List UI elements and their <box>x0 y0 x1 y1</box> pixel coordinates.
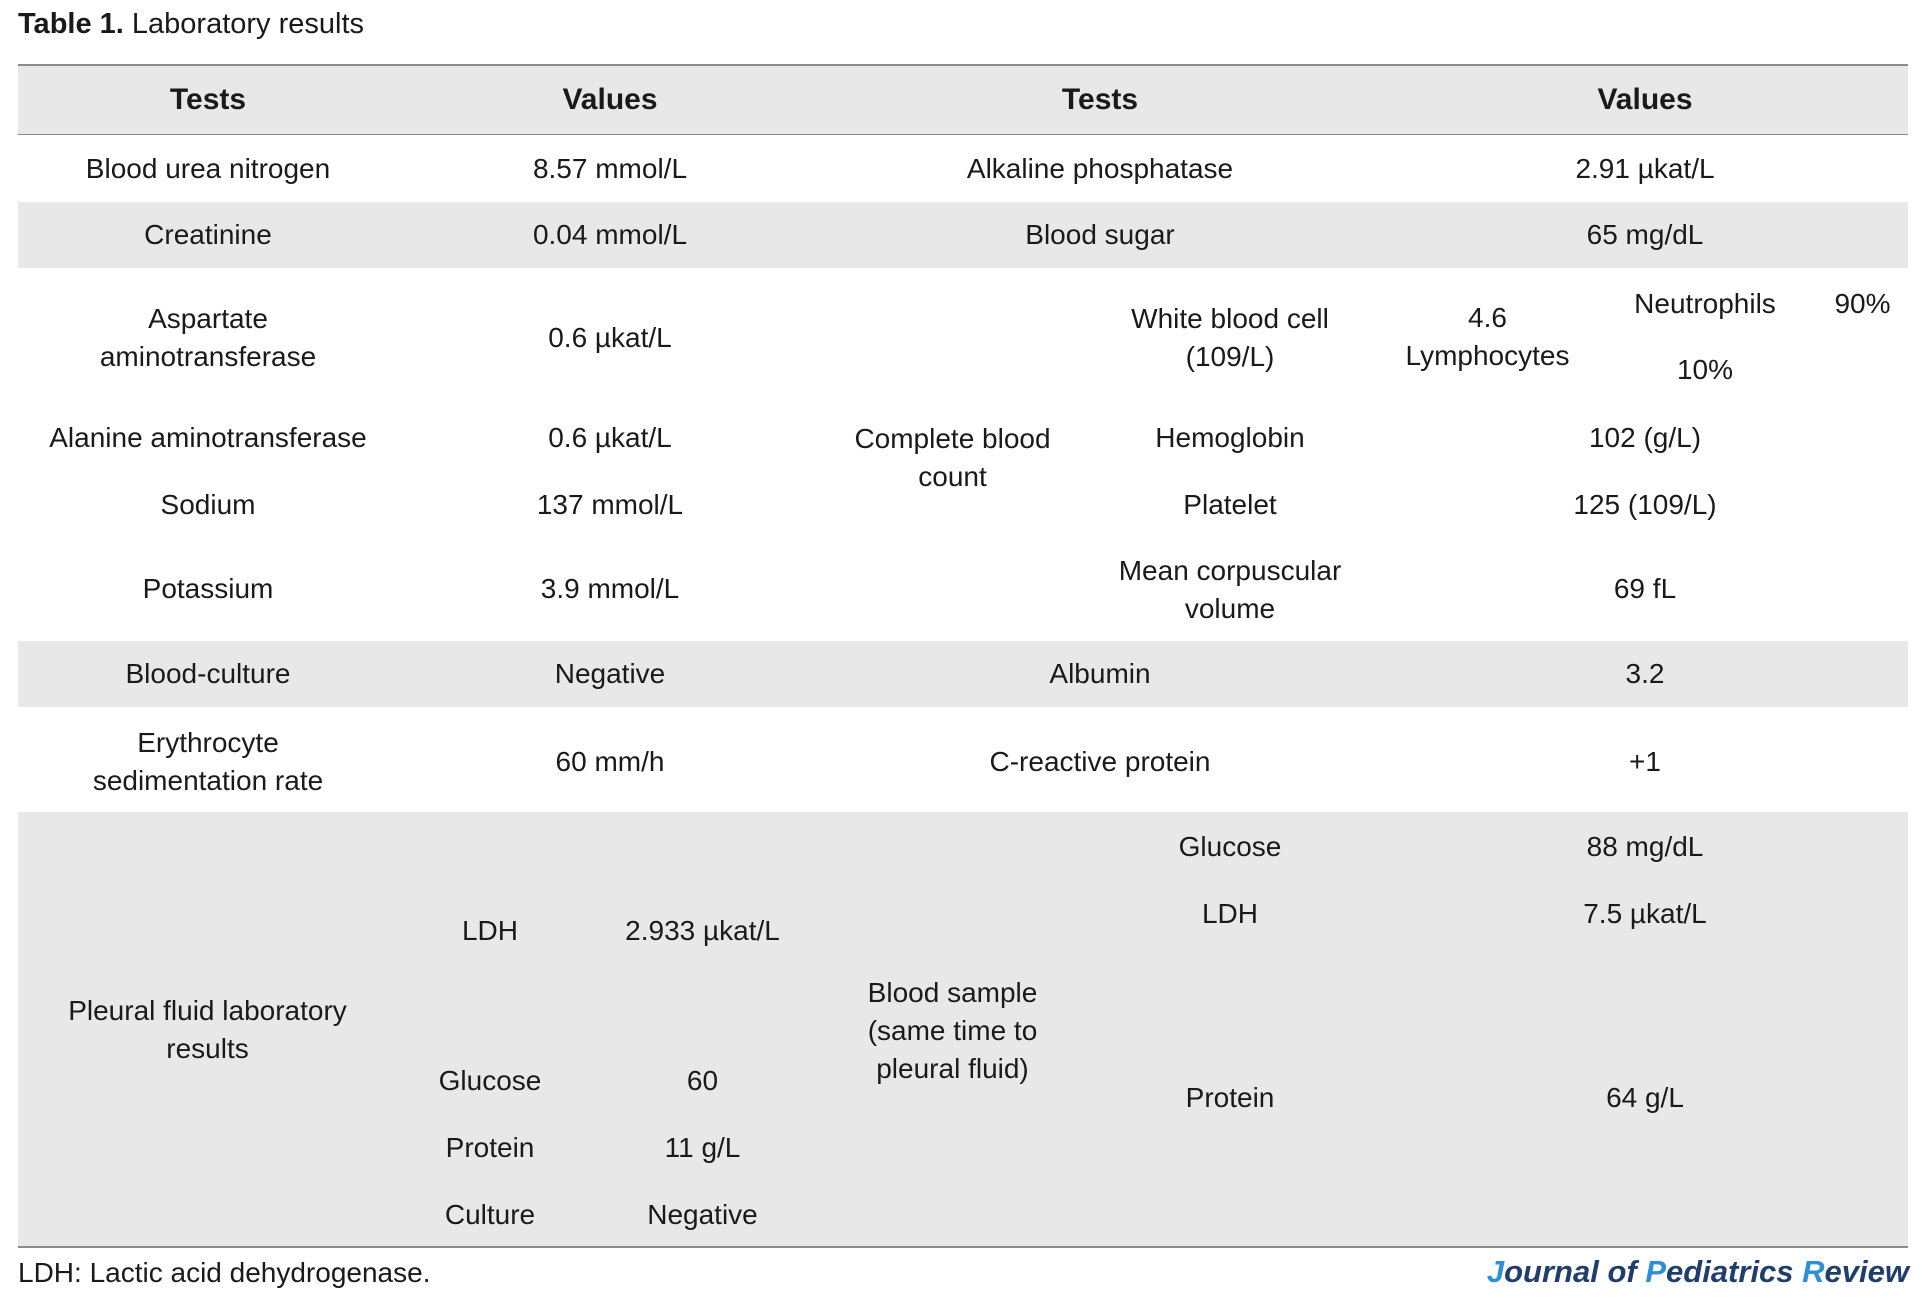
value-mean-corpuscular-volume: 69 fL <box>1613 573 1677 604</box>
test-blood-sugar: Blood sugar <box>1025 219 1175 250</box>
test-c-reactive-protein: C-reactive protein <box>989 746 1211 777</box>
value-white-blood-cell: 4.6 <box>1468 302 1507 333</box>
value-neutrophils: 90% <box>1834 288 1891 319</box>
test-alkaline-phosphatase: Alkaline phosphatase <box>966 153 1234 184</box>
header-band <box>18 66 1908 134</box>
test-white-blood-cell: White blood cell (109/L) <box>1131 303 1329 372</box>
pleural-ldh-value: 2.933 µkat/L <box>625 915 780 946</box>
value-albumin: 3.2 <box>1625 658 1665 689</box>
label-lymphocytes: Lymphocytes <box>1405 340 1570 371</box>
header-values-right: Values <box>1597 83 1693 116</box>
group-pleural-fluid: Pleural fluid laboratory results <box>68 995 347 1064</box>
header-values-left: Values <box>562 83 658 116</box>
pleural-culture-label: Culture <box>444 1199 536 1230</box>
blood-protein-value: 64 g/L <box>1606 1082 1684 1113</box>
table-footnote: LDH: Lactic acid dehydrogenase. <box>18 1257 431 1288</box>
blood-glucose-value: 88 mg/dL <box>1586 831 1704 862</box>
pleural-ldh-label: LDH <box>461 915 518 946</box>
value-erythrocyte-sedimentation-rate: 60 mm/h <box>555 746 665 777</box>
table-title: Laboratory results <box>131 8 365 40</box>
table-number: Table 1. <box>18 8 124 40</box>
test-potassium: Potassium <box>142 573 274 604</box>
label-neutrophils: Neutrophils <box>1634 288 1776 319</box>
row-band-creatinine <box>18 202 1908 268</box>
blood-glucose-label: Glucose <box>1178 831 1282 862</box>
table-caption: Table 1. Laboratory results <box>18 6 364 42</box>
test-erythrocyte-sedimentation-rate: Erythrocyte sedimentation rate <box>92 727 324 796</box>
value-potassium: 3.9 mmol/L <box>540 573 680 604</box>
test-alanine-aminotransferase: Alanine aminotransferase <box>49 422 367 453</box>
value-alkaline-phosphatase: 2.91 µkat/L <box>1575 153 1715 184</box>
pleural-protein-value: 11 g/L <box>664 1132 741 1163</box>
test-platelet: Platelet <box>1183 489 1277 520</box>
row-band-culture <box>18 641 1908 707</box>
value-lymphocytes: 10% <box>1676 354 1734 385</box>
test-blood-culture: Blood-culture <box>125 658 291 689</box>
test-blood-urea-nitrogen: Blood urea nitrogen <box>85 153 331 184</box>
header-tests-left: Tests <box>169 83 247 116</box>
pleural-culture-value: Negative <box>647 1199 758 1230</box>
header-tests-right: Tests <box>1061 83 1139 116</box>
test-albumin: Albumin <box>1049 658 1151 689</box>
group-blood-sample: Blood sample (same time to pleural fluid… <box>867 977 1038 1084</box>
value-hemoglobin: 102 (g/L) <box>1588 422 1702 453</box>
test-sodium: Sodium <box>160 489 256 520</box>
value-alanine-aminotransferase: 0.6 µkat/L <box>548 422 672 453</box>
test-mean-corpuscular-volume: Mean corpuscular volume <box>1118 555 1342 624</box>
value-c-reactive-protein: +1 <box>1629 746 1661 777</box>
value-blood-urea-nitrogen: 8.57 mmol/L <box>532 153 688 184</box>
test-hemoglobin: Hemoglobin <box>1155 422 1305 453</box>
value-creatinine: 0.04 mmol/L <box>532 219 688 250</box>
blood-ldh-value: 7.5 µkat/L <box>1583 898 1707 929</box>
value-blood-sugar: 65 mg/dL <box>1586 219 1704 250</box>
journal-logo: Journal of Pediatrics Review <box>1486 1254 1909 1289</box>
blood-ldh-label: LDH <box>1201 898 1258 929</box>
bottom-rule <box>18 1246 1908 1248</box>
test-creatinine: Creatinine <box>144 219 272 250</box>
top-rule <box>18 64 1908 66</box>
pleural-protein-label: Protein <box>445 1132 535 1163</box>
header-rule <box>18 134 1908 135</box>
blood-protein-label: Protein <box>1185 1082 1275 1113</box>
row-band-pleural <box>18 812 1908 1246</box>
group-complete-blood-count: Complete blood count <box>854 423 1051 492</box>
value-platelet: 125 (109/L) <box>1573 489 1717 520</box>
value-aspartate-aminotransferase: 0.6 µkat/L <box>548 322 672 353</box>
value-sodium: 137 mmol/L <box>536 489 684 520</box>
value-blood-culture: Negative <box>554 658 666 689</box>
pleural-glucose-value: 60 <box>686 1065 719 1096</box>
test-aspartate-aminotransferase: Aspartate aminotransferase <box>99 303 317 372</box>
pleural-glucose-label: Glucose <box>438 1065 542 1096</box>
